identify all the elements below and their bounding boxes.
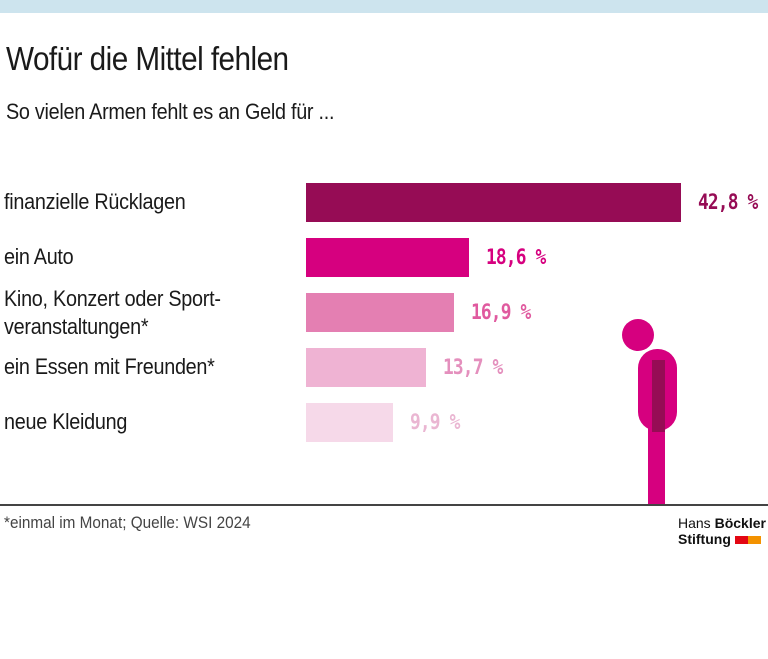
bar [306, 293, 455, 332]
category-label: ein Auto [4, 244, 74, 269]
category-label: ein Essen mit Freunden* [4, 354, 215, 379]
figure-head [622, 319, 654, 351]
value-label: 13,7 % [443, 355, 503, 379]
category-label: Kino, Konzert oder Sport-veranstaltungen… [4, 286, 221, 339]
value-label: 42,8 % [698, 190, 758, 214]
value-label: 18,6 % [485, 245, 546, 269]
source-note: *einmal im Monat; Quelle: WSI 2024 [4, 513, 251, 532]
category-label: neue Kleidung [4, 409, 128, 434]
top-bar [0, 0, 768, 13]
chart-subtitle: So vielen Armen fehlt es an Geld für ... [6, 99, 335, 124]
bar [306, 403, 393, 442]
value-label: 16,9 % [471, 300, 531, 324]
bar [306, 238, 469, 277]
logo: Hans Böckler Stiftung [678, 515, 766, 547]
chart-title: Wofür die Mittel fehlen [6, 40, 289, 77]
bar [306, 348, 427, 387]
category-label: finanzielle Rücklagen [4, 189, 186, 214]
value-label: 9,9 % [409, 410, 460, 434]
bar [306, 183, 681, 222]
baseline [0, 504, 768, 506]
figure-arm [652, 360, 665, 432]
